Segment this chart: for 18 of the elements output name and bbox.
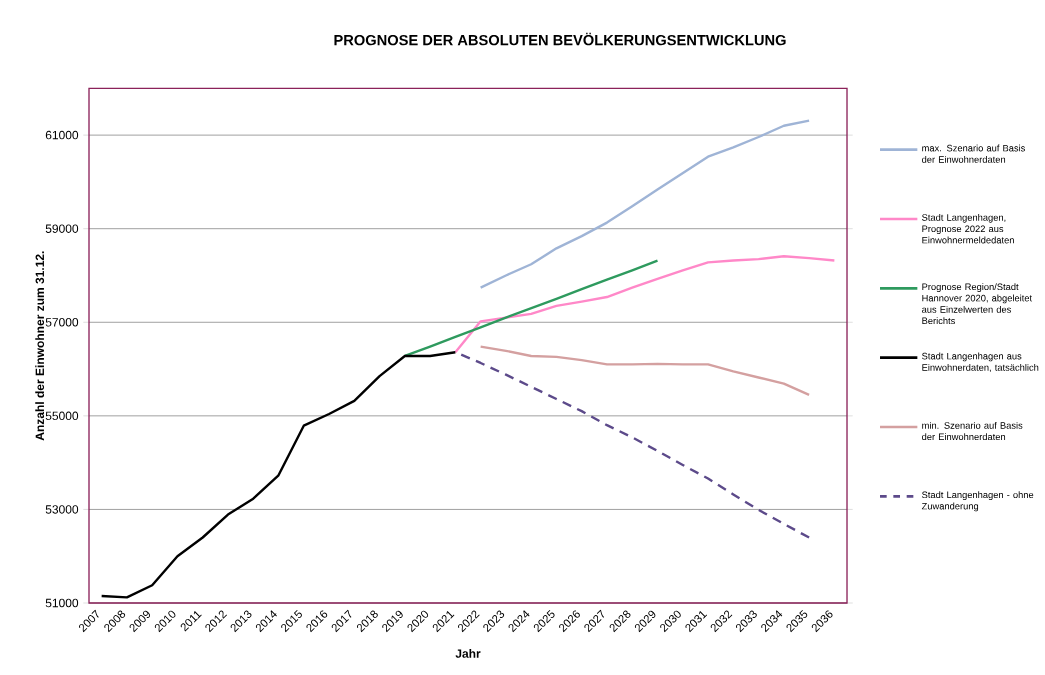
- line-series: [100, 351, 457, 599]
- y-axis-title: Anzahl der Einwohner zum 31.12.: [35, 251, 45, 441]
- line-series: [479, 345, 811, 396]
- y-tick-label: 59000: [45, 224, 79, 233]
- y-tick-label: 55000: [45, 411, 79, 421]
- y-tick-label: 61000: [45, 130, 79, 140]
- legend-label: Stadt Langenhagen aus Einwohnerdaten, tatsächlich: [922, 352, 1039, 372]
- legend-label: Stadt Langenhagen, Prognose 2022 aus Einwohnermeldedaten: [922, 213, 1014, 244]
- y-tick-label: 57000: [45, 318, 79, 327]
- legend-label: Prognose Region/Stadt Hannover 2020, abgeleitet aus Einzelwerten des Berichts: [922, 283, 1033, 325]
- legend-label: Stadt Langenhagen - ohne Zuwanderung: [921, 491, 1034, 512]
- line-series: [454, 255, 836, 354]
- x-axis-title: Jahr: [455, 649, 481, 658]
- legend-label: min. Szenario auf Basis der Einwohnerdaten: [922, 421, 1023, 441]
- y-tick-label: 53000: [45, 505, 79, 514]
- chart-title: PROGNOSE DER ABSOLUTEN BEVÖLKERUNGSENTWICKLUNG: [334, 32, 786, 46]
- legend-label: max. Szenario auf Basis der Einwohnerdaten: [922, 144, 1025, 163]
- y-tick-label: 51000: [45, 598, 79, 608]
